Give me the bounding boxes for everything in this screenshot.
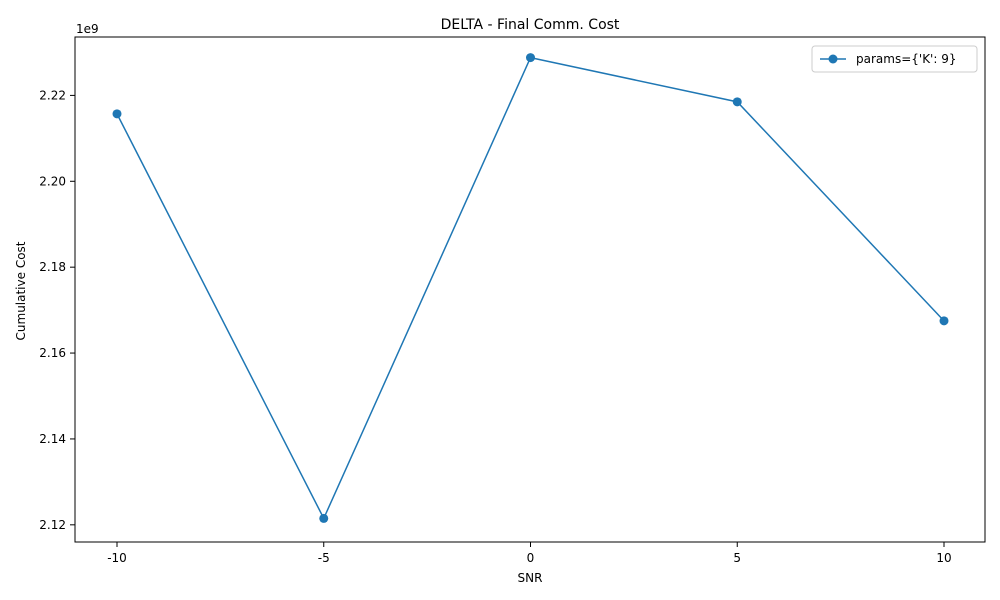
legend-label: params={'K': 9} [856,52,956,66]
x-tick-label: 0 [527,551,535,565]
y-tick-label: 2.12 [39,518,66,532]
data-point [732,97,742,107]
x-tick-label: -10 [107,551,127,565]
legend-marker [828,54,838,64]
data-point [112,109,122,119]
y-tick-label: 2.16 [39,346,66,360]
y-tick-label: 2.22 [39,88,66,102]
y-axis: 2.12 2.14 2.16 2.18 2.20 2.22 [39,88,75,532]
legend: params={'K': 9} [811,45,978,73]
x-tick-label: 5 [733,551,741,565]
legend-box [811,45,978,73]
data-point [526,53,535,63]
y-tick-label: 2.20 [39,174,66,188]
chart-title: DELTA - Final Comm. Cost [441,17,620,33]
y-offset-label: 1e9 [76,22,99,36]
x-axis: -10 -5 0 5 10 [107,542,952,565]
y-tick-label: 2.14 [39,432,66,446]
x-axis-label: SNR [518,571,543,585]
y-axis-label: Cumulative Cost [14,241,28,340]
data-point [319,513,329,523]
x-tick-label: -5 [318,551,330,565]
x-tick-label: 10 [936,551,951,565]
y-tick-label: 2.18 [39,260,66,274]
series-layer [112,53,949,523]
data-point [939,316,949,326]
